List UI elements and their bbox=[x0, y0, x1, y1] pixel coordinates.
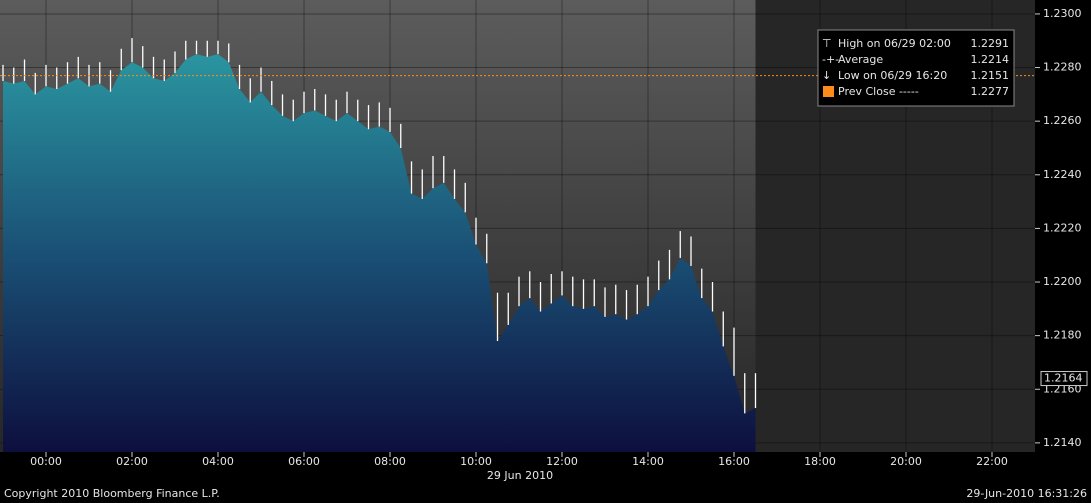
date-label: 29 Jun 2010 bbox=[487, 469, 553, 482]
y-tick-label: 1.2220 bbox=[1043, 221, 1082, 234]
legend-value: 1.2214 bbox=[971, 53, 1010, 66]
last-price-label: 1.2164 bbox=[1044, 372, 1083, 385]
x-tick-label: 08:00 bbox=[374, 455, 406, 468]
x-tick-label: 00:00 bbox=[30, 455, 62, 468]
legend-label: Low on 06/29 16:20 bbox=[838, 69, 947, 82]
footer-right: 29-Jun-2010 16:31:26 bbox=[966, 487, 1087, 500]
x-tick-label: 12:00 bbox=[546, 455, 578, 468]
legend-value: 1.2151 bbox=[971, 69, 1010, 82]
x-tick-label: 06:00 bbox=[288, 455, 320, 468]
y-tick-label: 1.2240 bbox=[1043, 168, 1082, 181]
x-tick-label: 14:00 bbox=[632, 455, 664, 468]
y-tick-label: 1.2260 bbox=[1043, 114, 1082, 127]
x-tick-label: 22:00 bbox=[976, 455, 1008, 468]
last-price-box bbox=[1040, 371, 1088, 387]
x-tick-label: 04:00 bbox=[202, 455, 234, 468]
area bbox=[3, 54, 756, 453]
legend-label: High on 06/29 02:00 bbox=[838, 37, 951, 50]
x-tick-label: 16:00 bbox=[718, 455, 750, 468]
legend-symbol: ⊤ bbox=[822, 37, 832, 50]
legend-value: 1.2291 bbox=[971, 37, 1010, 50]
x-tick-label: 10:00 bbox=[460, 455, 492, 468]
legend-label: Average bbox=[838, 53, 883, 66]
y-tick-label: 1.2280 bbox=[1043, 61, 1082, 74]
legend-value: 1.2277 bbox=[971, 85, 1010, 98]
y-tick-label: 1.2180 bbox=[1043, 329, 1082, 342]
footer-left: Copyright 2010 Bloomberg Finance L.P. bbox=[4, 487, 220, 500]
y-tick-label: 1.2300 bbox=[1043, 7, 1082, 20]
legend-label: Prev Close ----- bbox=[838, 85, 919, 98]
legend-swatch bbox=[823, 86, 834, 97]
y-tick-label: 1.2200 bbox=[1043, 275, 1082, 288]
legend-symbol: ↓ bbox=[822, 69, 831, 82]
legend-box bbox=[817, 29, 1015, 107]
legend-symbol: -+- bbox=[822, 53, 839, 66]
y-tick-label: 1.2140 bbox=[1043, 436, 1082, 449]
x-tick-label: 20:00 bbox=[890, 455, 922, 468]
x-tick-label: 02:00 bbox=[116, 455, 148, 468]
x-tick-label: 18:00 bbox=[804, 455, 836, 468]
